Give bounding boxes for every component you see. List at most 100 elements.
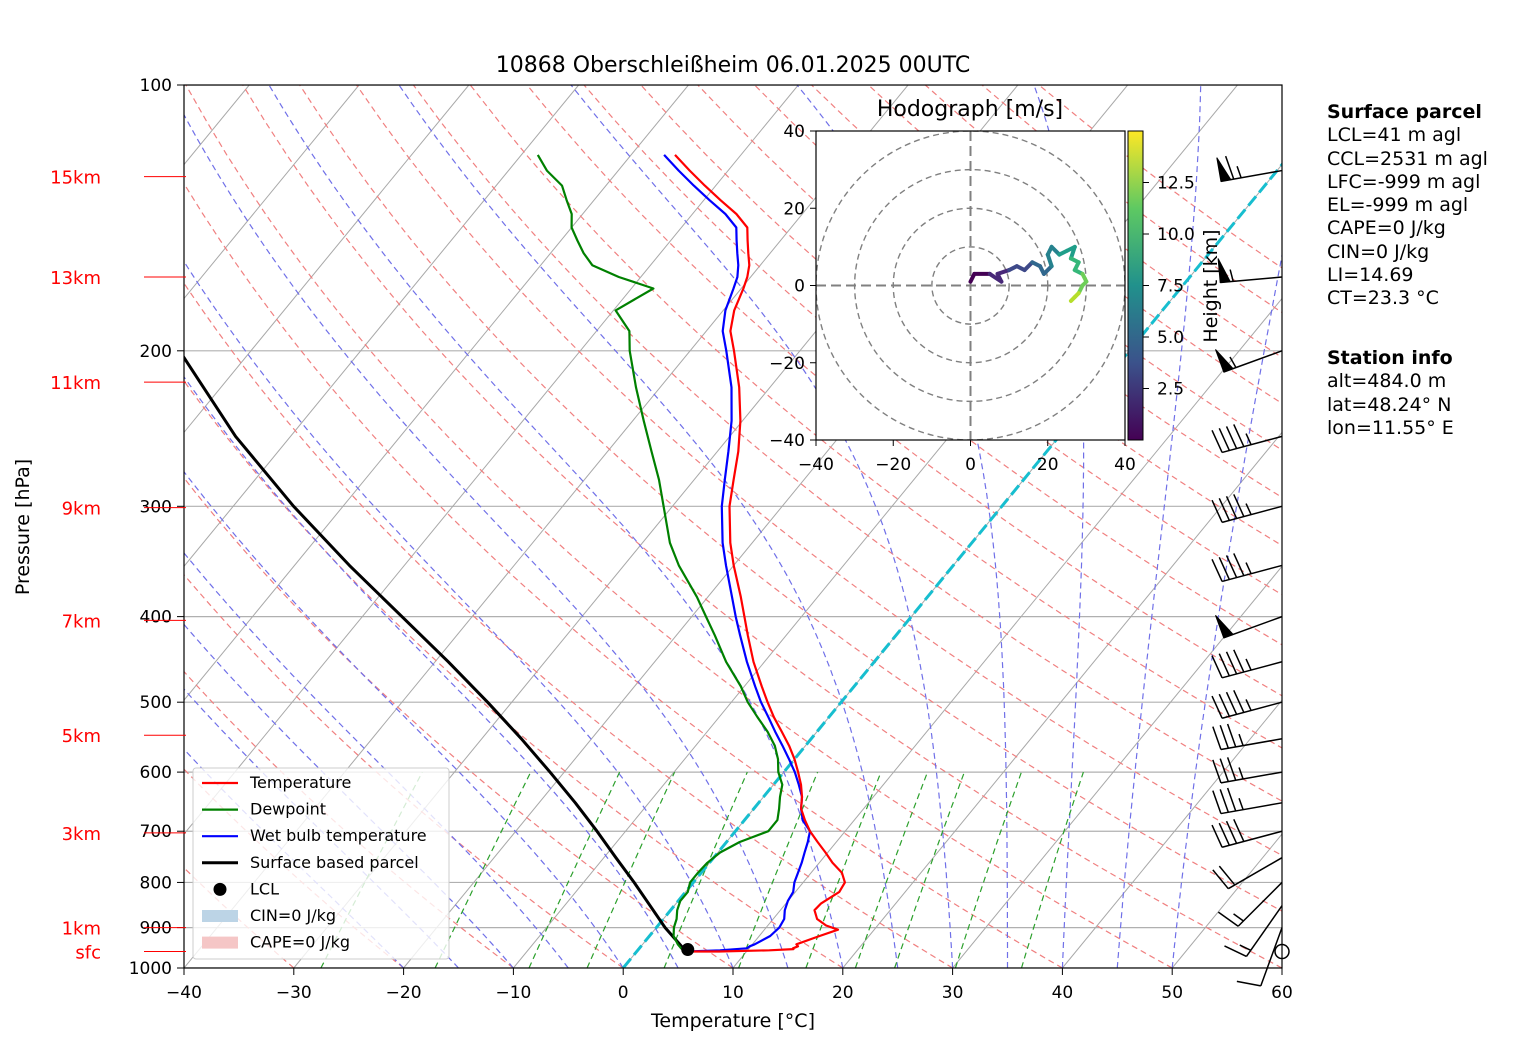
hodograph-x-tick-label: −40 — [798, 455, 834, 475]
wind-barb — [1217, 258, 1283, 284]
isotherm-line — [184, 85, 470, 434]
x-tick-label: −40 — [166, 983, 202, 1003]
y-tick-label: 900 — [140, 919, 172, 939]
height-label: 9km — [62, 499, 101, 520]
isotherm-line — [184, 85, 360, 300]
wind-barb — [1212, 757, 1283, 784]
dry-adiabat — [184, 282, 953, 968]
legend-item: Dewpoint — [202, 800, 326, 819]
wind-barb — [1211, 649, 1283, 679]
dry-adiabat — [184, 182, 1063, 968]
wind-barb — [1216, 155, 1283, 183]
legend-label: Temperature — [249, 773, 351, 792]
surface-parcel-lcl: LCL=41 m agl — [1327, 124, 1462, 147]
legend-item: Temperature — [202, 773, 351, 792]
height-colorbar — [1127, 130, 1144, 441]
height-label: 5km — [62, 726, 101, 747]
surface-parcel-cape: CAPE=0 J/kg — [1327, 217, 1446, 240]
y-axis-label: Pressure [hPa] — [12, 459, 34, 595]
dry-adiabat — [811, 85, 1282, 451]
series-surface-based-parcel — [184, 354, 688, 953]
mixing-ratio-line — [894, 771, 965, 968]
hodograph-y-tick-label: 20 — [783, 199, 805, 219]
wind-barb — [1274, 943, 1290, 960]
height-label: 3km — [62, 824, 101, 845]
chart-title: 10868 Oberschleißheim 06.01.2025 00UTC — [496, 53, 971, 78]
x-axis-label: Temperature [°C] — [650, 1010, 815, 1032]
y-tick-label: 700 — [140, 822, 172, 842]
isotherm-line — [732, 297, 1282, 968]
lcl-marker — [681, 943, 695, 957]
hodograph-segment — [1045, 252, 1054, 269]
height-label: 13km — [50, 268, 101, 289]
mixing-ratio-line — [854, 771, 929, 968]
moist-adiabat — [1116, 85, 1202, 968]
isotherm-line — [1062, 699, 1282, 968]
height-label: 11km — [50, 373, 101, 394]
colorbar-tick-label: 2.5 — [1157, 380, 1184, 400]
dry-adiabat — [184, 380, 844, 968]
dry-adiabat — [356, 85, 1282, 857]
hodograph-segment — [1068, 244, 1077, 261]
hodograph-x-tick-label: 0 — [965, 455, 976, 475]
dry-adiabat — [242, 85, 1282, 968]
y-tick-label: 500 — [140, 693, 172, 713]
wind-barb — [1215, 349, 1283, 373]
wind-barb — [1211, 553, 1283, 583]
moist-adiabat — [184, 688, 459, 968]
hodograph-y-tick-label: −20 — [769, 354, 805, 374]
wind-barb — [1211, 689, 1283, 719]
mixing-ratio-line — [954, 771, 1022, 968]
y-tick-label: 800 — [140, 873, 172, 893]
wind-barb — [1211, 424, 1283, 454]
legend-item: Surface based parcel — [202, 853, 419, 872]
mixing-ratio-line — [738, 771, 819, 968]
wind-barb — [1224, 905, 1283, 958]
hodograph-x-tick-label: 20 — [1037, 455, 1059, 475]
legend-label: LCL — [250, 879, 279, 898]
station-info-title: Station info — [1327, 347, 1453, 369]
legend-label: Surface based parcel — [250, 853, 419, 872]
mixing-ratio-line — [586, 771, 676, 968]
hodograph-inset: Hodograph [m/s] −40 −40 −20 −20 0 0 20 20 40 40 2… — [769, 97, 1222, 475]
moist-adiabat — [184, 260, 734, 968]
hodograph-y-tick-label: −40 — [769, 431, 805, 451]
y-tick-label: 600 — [140, 763, 172, 783]
wind-barb — [1215, 614, 1283, 639]
wind-barb — [1212, 857, 1283, 890]
x-tick-label: −10 — [495, 983, 531, 1003]
hodograph-segment — [1068, 295, 1077, 303]
wind-barb — [1217, 881, 1283, 927]
surface-parcel-li: LI=14.69 — [1327, 264, 1414, 287]
hodograph-y-tick-label: 0 — [794, 277, 805, 297]
series-dewpoint — [536, 154, 784, 953]
mixing-ratio-line — [434, 771, 532, 968]
station-info-panel: Station info alt=484.0 m lat=48.24° N lo… — [1327, 347, 1454, 440]
surface-parcel-el: EL=-999 m agl — [1327, 194, 1469, 217]
moist-adiabat — [184, 375, 679, 968]
surface-parcel-title: Surface parcel — [1327, 101, 1482, 123]
surface-parcel-ct: CT=23.3 °C — [1327, 287, 1439, 310]
height-label: 1km — [62, 919, 101, 940]
wind-barb — [1212, 787, 1283, 815]
mixing-ratio-line — [1020, 771, 1084, 968]
x-tick-label: −20 — [386, 983, 422, 1003]
y-tick-label: 100 — [140, 76, 172, 96]
dry-adiabat — [184, 573, 624, 968]
moist-adiabat — [268, 85, 844, 968]
height-label: 15km — [50, 168, 101, 189]
hodograph-ring — [931, 246, 1010, 325]
colorbar-tick-label: 12.5 — [1157, 174, 1195, 194]
wind-barb — [1236, 927, 1283, 987]
moist-adiabat — [1171, 251, 1282, 968]
legend-label: Dewpoint — [250, 800, 326, 819]
x-tick-label: 40 — [1052, 983, 1074, 1003]
series-temperature — [674, 154, 847, 953]
moist-adiabat — [184, 552, 569, 968]
x-tick-label: 10 — [722, 983, 744, 1003]
y-tick-label: 400 — [140, 608, 172, 628]
legend-label: CIN=0 J/kg — [250, 906, 336, 925]
x-tick-label: 0 — [618, 983, 629, 1003]
freezing-isotherm — [622, 162, 1282, 968]
